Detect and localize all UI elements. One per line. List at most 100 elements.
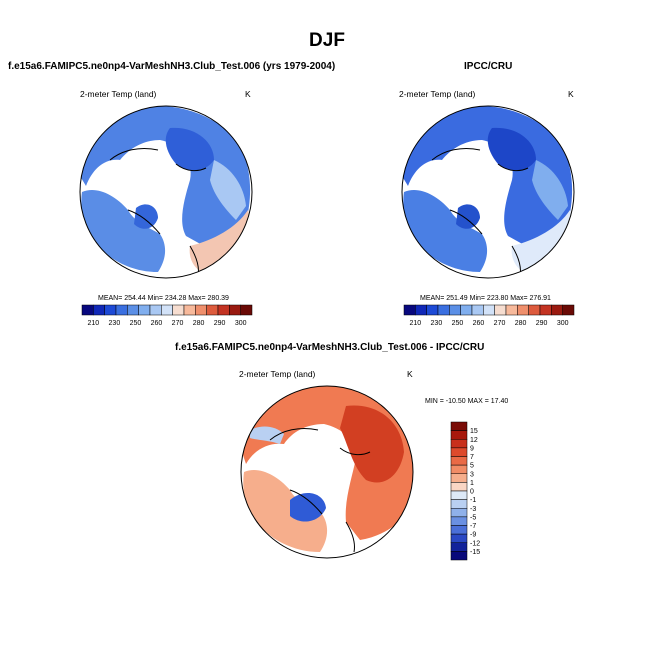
obs-colorbar-box xyxy=(415,304,427,316)
diff-colorbar-box xyxy=(450,421,468,431)
diff-colorbar-tick: 15 xyxy=(470,428,478,435)
diff-colorbar-tick: 1 xyxy=(470,480,474,487)
obs-land-mid-band xyxy=(532,160,568,220)
model-colorbar-box xyxy=(183,304,196,316)
obs-map xyxy=(402,106,574,278)
diff-colorbar: 15 129 7 53 1 0-1 -3-5 -7 -9-12 -15 xyxy=(450,421,480,561)
obs-colorbar-box xyxy=(437,304,450,316)
model-colorbar-box xyxy=(93,304,105,316)
model-greenland xyxy=(134,204,158,229)
diff-panel-title: f.e15a6.FAMIPC5.ne0np4-VarMeshNH3.Club_T… xyxy=(175,342,485,353)
model-colorbar-tick: 280 xyxy=(193,320,205,327)
model-colorbar-tick: 230 xyxy=(109,320,121,327)
obs-colorbar-tick: 210 xyxy=(409,320,421,327)
obs-colorbar-box xyxy=(403,304,416,316)
obs-colorbar-box xyxy=(471,304,484,316)
diff-stats: MIN = -10.50 MAX = 17.40 xyxy=(425,398,509,405)
model-colorbar-tick: 250 xyxy=(130,320,142,327)
model-stats: MEAN= 254.44 Min= 234.28 Max= 280.39 xyxy=(98,295,229,302)
diff-colorbar-tick: -9 xyxy=(470,532,476,539)
diff-colorbar-tick: -12 xyxy=(470,540,480,547)
diff-colorbar-box xyxy=(450,525,468,535)
model-land-warm-edge xyxy=(189,210,250,274)
diff-colorbar-tick: 7 xyxy=(470,454,474,461)
model-land-mid-band xyxy=(210,160,246,220)
model-colorbar-tick: 290 xyxy=(214,320,226,327)
model-colorbar: 210 230 250 260 270 280 290 300 xyxy=(81,304,253,327)
obs-land-cold-core xyxy=(487,127,536,171)
diff-colorbar-box xyxy=(450,456,468,466)
model-colorbar-tick: 210 xyxy=(87,320,99,327)
obs-colorbar-tick: 290 xyxy=(536,320,548,327)
diff-land-america xyxy=(243,470,328,552)
diff-colorbar-box xyxy=(450,542,468,552)
diff-map-border xyxy=(240,385,414,559)
model-land-cold-core xyxy=(165,127,214,171)
diff-units-label: K xyxy=(407,369,413,379)
obs-colorbar-box xyxy=(528,304,541,316)
diff-variable-label: 2-meter Temp (land) xyxy=(239,369,316,379)
obs-colorbar-box xyxy=(551,304,563,316)
model-colorbar-box xyxy=(206,304,219,316)
obs-colorbar-box xyxy=(505,304,518,316)
diff-colorbar-box xyxy=(450,490,468,500)
diff-coastline xyxy=(269,427,371,553)
diff-colorbar-tick: -3 xyxy=(470,506,476,513)
obs-colorbar-box xyxy=(449,304,461,316)
diff-colorbar-box xyxy=(450,551,468,561)
model-coastline xyxy=(109,147,207,277)
model-colorbar-box xyxy=(81,304,94,316)
model-colorbar-box xyxy=(127,304,139,316)
obs-colorbar-tick: 260 xyxy=(473,320,485,327)
diff-colorbar-tick: 5 xyxy=(470,463,474,470)
diff-cold-strip xyxy=(250,426,284,444)
obs-colorbar-tick: 250 xyxy=(452,320,464,327)
model-colorbar-box xyxy=(104,304,117,316)
diff-colorbar-box xyxy=(450,473,468,483)
obs-land-warm-edge xyxy=(511,210,572,274)
obs-colorbar-box xyxy=(494,304,507,316)
model-colorbar-box xyxy=(138,304,151,316)
diff-colorbar-box xyxy=(450,439,468,449)
diff-colorbar-box xyxy=(450,447,468,457)
obs-colorbar-tick: 300 xyxy=(557,320,569,327)
diff-cold-greenland xyxy=(290,493,326,522)
obs-colorbar-tick: 280 xyxy=(515,320,527,327)
model-colorbar-tick: 260 xyxy=(151,320,163,327)
model-variable-label: 2-meter Temp (land) xyxy=(80,89,157,99)
obs-land-america xyxy=(403,190,488,272)
diff-land-hot-core xyxy=(340,405,404,483)
diff-colorbar-box xyxy=(450,508,468,518)
obs-panel-title: IPCC/CRU xyxy=(464,61,513,72)
model-panel-title: f.e15a6.FAMIPC5.ne0np4-VarMeshNH3.Club_T… xyxy=(8,61,336,72)
diff-colorbar-box xyxy=(450,482,468,492)
obs-colorbar-box xyxy=(517,304,529,316)
diff-colorbar-box xyxy=(450,499,468,509)
obs-greenland xyxy=(456,204,480,229)
model-map xyxy=(80,106,252,278)
diff-colorbar-tick: -1 xyxy=(470,497,476,504)
obs-colorbar-tick: 270 xyxy=(494,320,506,327)
obs-colorbar-box xyxy=(539,304,552,316)
obs-colorbar-box xyxy=(426,304,439,316)
obs-colorbar-tick: 230 xyxy=(431,320,443,327)
diff-colorbar-box xyxy=(450,516,468,526)
obs-colorbar-box xyxy=(562,304,575,316)
diff-colorbar-tick: 12 xyxy=(470,437,478,444)
model-land-eurasia xyxy=(80,106,251,246)
obs-colorbar: 210 230 250 260 270 280 290 300 xyxy=(403,304,575,327)
model-map-border xyxy=(79,105,253,279)
diff-colorbar-tick: -5 xyxy=(470,514,476,521)
obs-land-eurasia xyxy=(402,106,573,246)
obs-variable-label: 2-meter Temp (land) xyxy=(399,89,476,99)
obs-coastline xyxy=(431,147,529,277)
diff-map xyxy=(241,386,413,558)
model-colorbar-box xyxy=(217,304,230,316)
diff-colorbar-tick: 9 xyxy=(470,445,474,452)
obs-map-border xyxy=(401,105,575,279)
model-colorbar-box xyxy=(195,304,207,316)
diff-colorbar-box xyxy=(450,430,468,440)
model-land-america xyxy=(81,190,166,272)
obs-colorbar-box xyxy=(483,304,495,316)
